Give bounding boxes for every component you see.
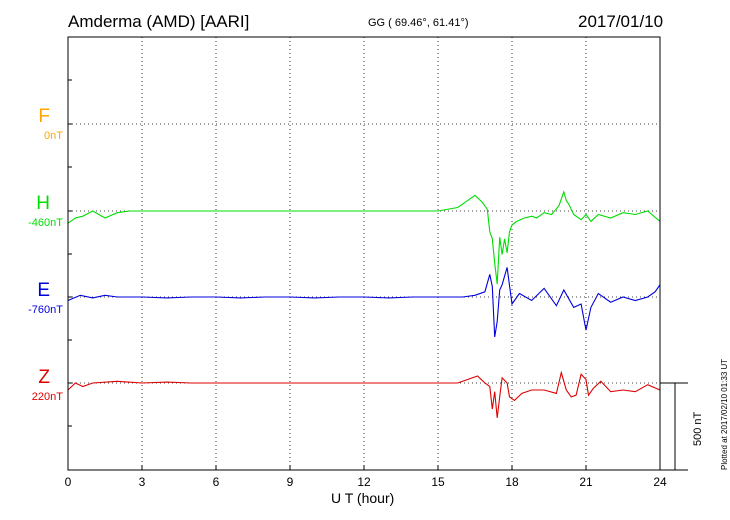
x-tick-label: 6 — [213, 475, 220, 489]
component-letter-z: Z — [38, 367, 50, 388]
x-tick-label: 3 — [139, 475, 146, 489]
component-letter-f: F — [38, 106, 50, 127]
x-tick-label: 21 — [579, 475, 593, 489]
x-axis-ticks: 0 3 6 9 12 15 18 21 24 — [65, 465, 667, 489]
component-baseline-e: -760nT — [28, 304, 63, 316]
scale-bar-label: 500 nT — [692, 411, 704, 446]
scale-bar — [660, 382, 688, 471]
component-baseline-h: -460nT — [28, 217, 63, 229]
x-axis-label: U T (hour) — [331, 490, 395, 506]
series-line-z — [67, 370, 661, 418]
station-title: Amderma (AMD) [AARI] — [68, 12, 250, 31]
series-line-e — [67, 267, 661, 338]
x-tick-label: 15 — [431, 475, 445, 489]
x-tick-label: 18 — [505, 475, 519, 489]
x-tick-label: 12 — [357, 475, 371, 489]
plot-traces — [67, 190, 661, 418]
component-baseline-f: 0nT — [44, 130, 63, 142]
component-baseline-z: 220nT — [31, 391, 63, 403]
series-line-h — [67, 190, 661, 285]
plot-grid — [68, 37, 660, 470]
geographic-coordinates: GG ( 69.46°, 61.41°) — [368, 17, 469, 29]
x-tick-label: 24 — [653, 475, 667, 489]
x-tick-label: 9 — [287, 475, 294, 489]
plot-date: 2017/01/10 — [578, 12, 664, 31]
component-letter-e: E — [37, 280, 50, 301]
component-letter-h: H — [36, 193, 50, 214]
x-tick-label: 0 — [65, 475, 72, 489]
plotted-timestamp: Plotted at 2017/02/10 01:33 UT — [720, 358, 729, 470]
